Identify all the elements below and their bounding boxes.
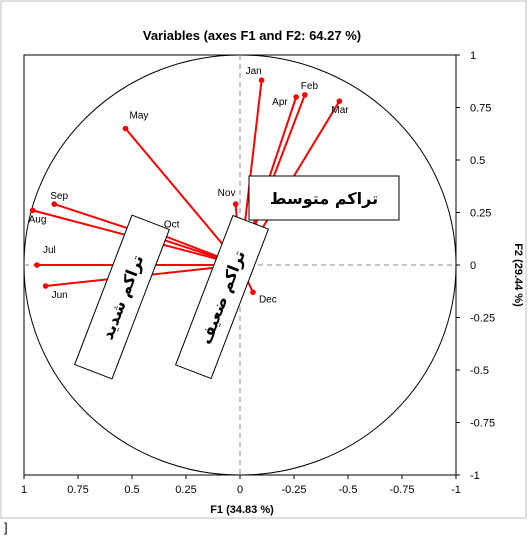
annotation-box: تراكم متوسط — [248, 175, 400, 221]
point-jan — [258, 77, 265, 83]
x-tick-label: -0.25 — [281, 484, 306, 496]
point-label-sep: Sep — [50, 191, 68, 202]
point-aug — [29, 207, 36, 214]
point-label-feb: Feb — [301, 81, 319, 92]
x-tick-label: 0.5 — [124, 484, 139, 496]
y-tick-label: 0.25 — [470, 208, 491, 220]
x-tick-label: -0.75 — [389, 484, 414, 496]
point-jul — [34, 262, 40, 268]
y-tick-label: -0.5 — [470, 365, 489, 377]
y-tick-label: 0.75 — [470, 103, 491, 115]
point-label-jan: Jan — [246, 66, 262, 77]
point-label-dec: Dec — [259, 294, 277, 305]
point-label-jul: Jul — [43, 245, 56, 256]
point-apr — [293, 94, 299, 100]
point-may — [122, 125, 129, 132]
point-label-apr: Apr — [272, 97, 288, 108]
point-label-aug: Aug — [29, 214, 47, 225]
x-tick-label: 1 — [21, 484, 27, 496]
point-label-may: May — [130, 111, 149, 122]
x-tick-label: 0.75 — [67, 484, 88, 496]
annotation-label: تراكم متوسط — [270, 189, 378, 208]
y-tick-label: -0.75 — [470, 418, 495, 430]
point-label-nov: Nov — [218, 188, 236, 199]
x-tick-label: -1 — [451, 484, 461, 496]
point-label-oct: Oct — [164, 220, 180, 231]
annotation-frame — [248, 175, 400, 221]
annotation-frame — [174, 214, 270, 380]
x-tick-label: 0 — [237, 484, 243, 496]
point-jun — [42, 283, 49, 289]
point-label-mar: Mar — [331, 105, 349, 116]
point-nov — [232, 201, 239, 207]
chart-title: Variables (axes F1 and F2: 64.27 %) — [143, 28, 361, 43]
y-tick-label: -0.25 — [470, 313, 495, 325]
point-mar — [336, 98, 343, 104]
chart: Variables (axes F1 and F2: 64.27 %) 1 0.7… — [0, 0, 527, 519]
point-label-jun: Jun — [52, 290, 68, 301]
y-tick-label: 1 — [470, 50, 476, 62]
y-tick-label: 0 — [470, 260, 476, 272]
x-axis-title: F1 (34.83 %) — [210, 504, 274, 516]
point-feb — [302, 92, 308, 98]
point-dec — [250, 289, 256, 296]
y-tick-label: -1 — [470, 470, 480, 482]
annotation-frame — [74, 214, 170, 380]
x-tick-label: -0.5 — [339, 484, 358, 496]
vector-may — [124, 127, 241, 266]
annotation-box: تراكم ضعيف — [174, 214, 270, 380]
plot-area: 1 0.75 0.5 0.25 0 -0.25 -0.5 -0.75 -1 1 0.75 0.5 0.2… — [21, 50, 495, 496]
chart-frame — [0, 0, 527, 519]
y-tick-label: 0.5 — [470, 155, 485, 167]
y-axis-title: F2 (29.44 %) — [512, 243, 524, 307]
annotation-box: تراكم شديد — [74, 214, 170, 380]
point-sep — [51, 201, 58, 207]
page-mark: ] — [4, 520, 8, 535]
x-tick-label: 0.25 — [175, 484, 196, 496]
